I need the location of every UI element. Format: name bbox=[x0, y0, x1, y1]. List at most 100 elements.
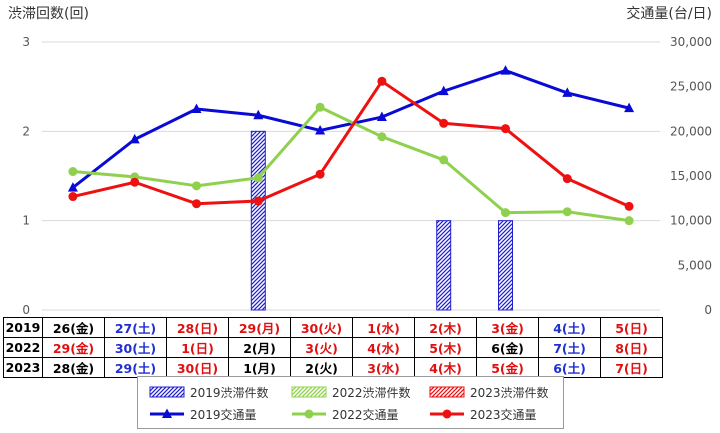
point-2019交通量 bbox=[67, 182, 78, 192]
left-tick-label: 1 bbox=[22, 214, 30, 228]
point-2019交通量 bbox=[129, 133, 140, 144]
point-2023交通量 bbox=[439, 118, 449, 128]
gridlines bbox=[42, 41, 660, 311]
point-2023交通量 bbox=[315, 169, 325, 179]
legend-swatch-icon bbox=[291, 386, 327, 398]
date-cell: 7(日) bbox=[600, 357, 663, 378]
date-cell: 1(月) bbox=[228, 357, 291, 378]
date-cell: 6(土) bbox=[538, 357, 601, 378]
point-2022交通量 bbox=[562, 207, 572, 217]
point-2022交通量 bbox=[624, 216, 634, 226]
left-tick-label: 0 bbox=[22, 303, 30, 317]
point-2022交通量 bbox=[439, 155, 449, 165]
right-tick-label: 10,000 bbox=[670, 214, 712, 228]
date-cell: 2(木) bbox=[414, 317, 477, 338]
point-2023交通量 bbox=[562, 174, 572, 184]
legend-item: 2022渋滞件数 bbox=[290, 383, 411, 401]
point-2023交通量 bbox=[68, 192, 78, 202]
legend-item: 2019渋滞件数 bbox=[148, 383, 269, 401]
point-2023交通量 bbox=[192, 199, 201, 209]
date-row-2022: 2022 29(金) 30(土) 1(日) 2(月) 3(火) 4(水) 5(木) 6(金) 7(… bbox=[3, 337, 663, 358]
point-2022交通量 bbox=[68, 167, 78, 177]
date-cell: 27(土) bbox=[104, 317, 167, 338]
date-cell: 30(土) bbox=[104, 337, 167, 358]
bar-2019渋滞件数 bbox=[498, 220, 513, 311]
bar-2019渋滞件数 bbox=[436, 220, 452, 311]
legend-swatch-icon bbox=[292, 409, 326, 419]
bar-2019渋滞件数 bbox=[250, 130, 266, 311]
legend-item: 2019交通量 bbox=[148, 405, 257, 423]
point-2019交通量 bbox=[624, 102, 635, 113]
legend-item: 2023交通量 bbox=[428, 405, 537, 423]
right-tick-label: 15,000 bbox=[670, 169, 712, 183]
line-2019交通量 bbox=[71, 69, 630, 189]
date-cell: 4(木) bbox=[414, 357, 477, 378]
point-2023交通量 bbox=[253, 196, 263, 206]
date-table: 2019 26(金) 27(土) 28(日) 29(月) 30(火) 1(水) 2(木) 3(金… bbox=[3, 317, 663, 378]
date-cell: 5(日) bbox=[600, 317, 663, 338]
right-tick-label: 20,000 bbox=[670, 124, 712, 138]
point-2022交通量 bbox=[501, 208, 510, 218]
date-row-year: 2023 bbox=[3, 357, 43, 378]
right-axis-title: 交通量(台/日) bbox=[626, 5, 712, 22]
point-2023交通量 bbox=[130, 177, 140, 187]
point-2019交通量 bbox=[376, 111, 387, 122]
left-tick-label: 3 bbox=[22, 35, 30, 49]
legend-label: 2022交通量 bbox=[332, 407, 399, 422]
date-cell: 2(火) bbox=[290, 357, 353, 378]
right-axis-ticks: 0 5,000 10,000 15,000 20,000 25,000 30,000 bbox=[670, 35, 712, 317]
point-2022交通量 bbox=[192, 181, 201, 191]
line-2023交通量 bbox=[72, 79, 630, 208]
point-2019交通量 bbox=[253, 109, 264, 120]
legend: 2019渋滞件数 2022渋滞件数 2023渋滞件数 2019交通量 2022交通量 20… bbox=[137, 376, 564, 429]
legend-item: 2023渋滞件数 bbox=[428, 383, 549, 401]
point-2019交通量 bbox=[500, 65, 511, 75]
right-tick-label: 25,000 bbox=[670, 80, 712, 94]
date-row-2023: 2023 28(金) 29(土) 30(日) 1(月) 2(火) 3(水) 4(木) 5(金) 6… bbox=[3, 357, 663, 378]
point-2019交通量 bbox=[315, 124, 326, 135]
legend-swatch-icon bbox=[429, 386, 465, 398]
line-series bbox=[67, 65, 635, 226]
point-2019交通量 bbox=[191, 103, 202, 113]
combo-chart: 渋滞回数(回) 交通量(台/日) 0 1 2 3 0 5,000 10,000 15,000… bbox=[8, 5, 712, 317]
line-2022交通量 bbox=[72, 105, 630, 223]
date-cell: 3(金) bbox=[476, 317, 539, 338]
legend-label: 2022渋滞件数 bbox=[332, 385, 411, 400]
legend-swatch-icon bbox=[149, 386, 185, 398]
point-2022交通量 bbox=[315, 102, 325, 112]
left-axis-title: 渋滞回数(回) bbox=[8, 6, 89, 22]
date-cell: 1(水) bbox=[352, 317, 415, 338]
date-row-year: 2019 bbox=[3, 317, 43, 338]
date-cell: 29(月) bbox=[228, 317, 291, 338]
date-cell: 5(木) bbox=[414, 337, 477, 358]
legend-label: 2019交通量 bbox=[190, 407, 257, 422]
date-cell: 30(火) bbox=[290, 317, 353, 338]
date-row-2019: 2019 26(金) 27(土) 28(日) 29(月) 30(火) 1(水) 2(木) 3(金… bbox=[3, 317, 663, 338]
legend-item: 2022交通量 bbox=[290, 405, 399, 423]
legend-label: 2023渋滞件数 bbox=[470, 385, 549, 400]
date-cell: 3(火) bbox=[290, 337, 353, 358]
date-cell: 28(金) bbox=[42, 357, 105, 378]
right-tick-label: 5,000 bbox=[678, 258, 712, 272]
date-cell: 29(土) bbox=[104, 357, 167, 378]
legend-swatch-icon bbox=[430, 409, 464, 419]
date-row-year: 2022 bbox=[3, 337, 43, 358]
date-cell: 26(金) bbox=[42, 317, 105, 338]
date-cell: 4(土) bbox=[538, 317, 601, 338]
point-2023交通量 bbox=[501, 124, 510, 134]
date-cell: 1(日) bbox=[166, 337, 229, 358]
date-cell: 30(日) bbox=[166, 357, 229, 378]
date-cell: 3(水) bbox=[352, 357, 415, 378]
point-2022交通量 bbox=[377, 132, 387, 142]
legend-label: 2019渋滞件数 bbox=[190, 385, 269, 400]
left-axis-ticks: 0 1 2 3 bbox=[22, 35, 30, 317]
left-tick-label: 2 bbox=[22, 124, 30, 138]
point-2019交通量 bbox=[562, 87, 573, 97]
date-cell: 29(金) bbox=[42, 337, 105, 358]
legend-label: 2023交通量 bbox=[470, 407, 537, 422]
point-2019交通量 bbox=[438, 85, 449, 96]
point-2023交通量 bbox=[624, 201, 634, 211]
date-cell: 5(金) bbox=[476, 357, 539, 378]
date-cell: 8(日) bbox=[600, 337, 663, 358]
date-cell: 7(土) bbox=[538, 337, 601, 358]
